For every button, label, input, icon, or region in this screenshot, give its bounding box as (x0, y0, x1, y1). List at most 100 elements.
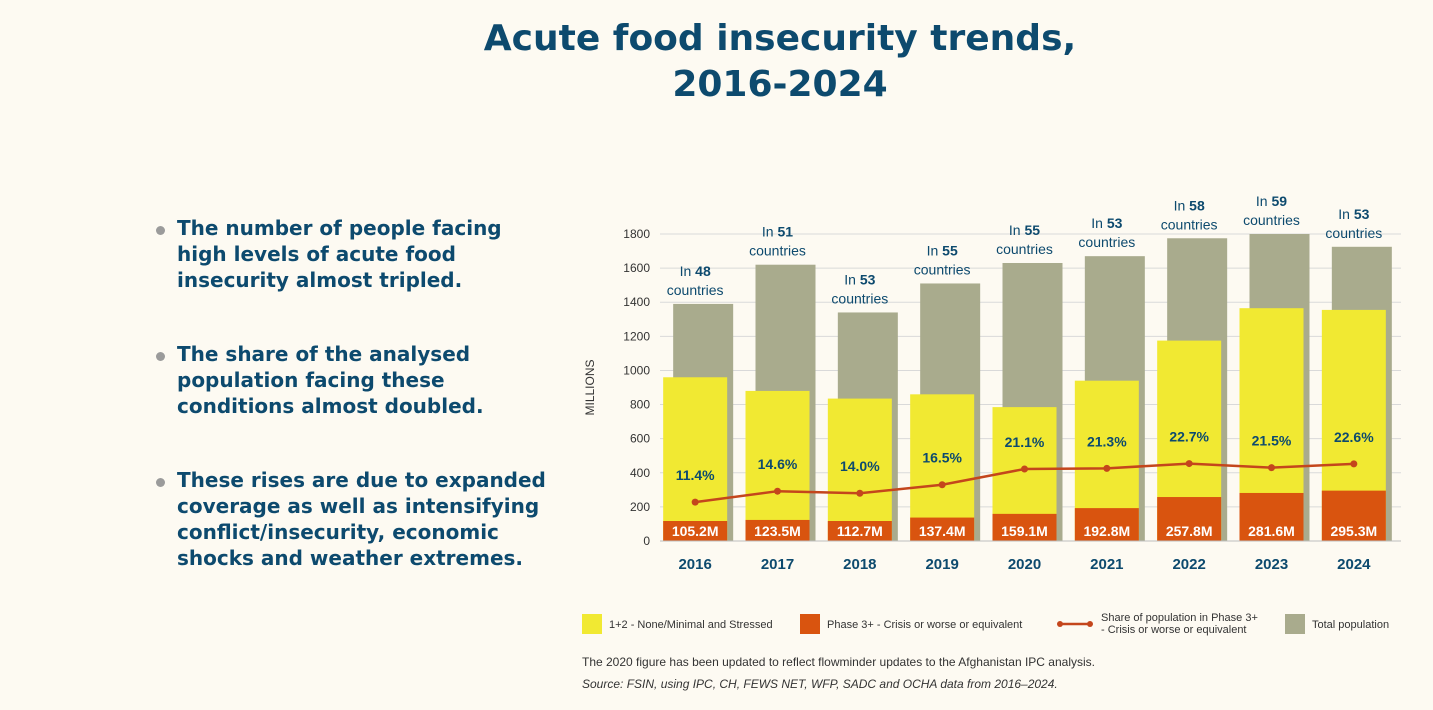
stressed-bar (745, 390, 810, 541)
y-tick-label: 1800 (623, 227, 650, 241)
bullet-dot-icon (156, 352, 165, 361)
phase3-bar (1321, 490, 1386, 541)
stressed-bar (663, 377, 728, 541)
countries-annotation-suffix: countries (831, 290, 888, 306)
share-point (1103, 464, 1111, 472)
countries-annotation-suffix: countries (996, 241, 1053, 257)
x-tick-label: 2024 (1337, 556, 1371, 573)
x-tick-label: 2020 (1008, 556, 1041, 573)
countries-annotation: In 51 (762, 224, 793, 240)
countries-annotation-suffix: countries (1078, 234, 1135, 250)
countries-annotation: In 53 (844, 271, 875, 287)
countries-annotation: In 59 (1256, 193, 1287, 209)
legend-label: Share of population in Phase 3+ - Crisis… (1101, 612, 1258, 636)
phase3-bar (745, 519, 810, 541)
y-tick-label: 800 (630, 398, 650, 412)
countries-annotation-suffix: countries (914, 261, 971, 277)
share-value-label: 11.4% (676, 467, 715, 483)
countries-annotation-suffix: countries (1161, 216, 1218, 232)
legend-share-line2: - Crisis or worse or equivalent (1101, 624, 1247, 636)
x-tick-label: 2022 (1172, 556, 1205, 573)
finding-item: The share of the analysed population fac… (150, 341, 550, 419)
x-tick-label: 2021 (1090, 556, 1123, 573)
x-tick-label: 2019 (925, 556, 958, 573)
legend-share-line1: Share of population in Phase 3+ (1101, 612, 1258, 624)
share-value-label: 22.6% (1334, 429, 1374, 445)
phase3-value-label: 159.1M (1001, 523, 1048, 539)
countries-annotation-suffix: countries (749, 243, 806, 259)
share-point (774, 487, 781, 495)
stressed-bar (910, 394, 975, 541)
share-point (1185, 460, 1193, 468)
countries-annotation: In 48 (680, 263, 711, 279)
bullet-dot-icon (156, 478, 165, 487)
phase3-value-label: 257.8M (1166, 523, 1213, 539)
countries-annotation: In 55 (1009, 222, 1040, 238)
countries-annotation: In 53 (1091, 215, 1122, 231)
phase3-value-label: 281.6M (1248, 523, 1295, 539)
finding-text: These rises are due to expanded coverage… (177, 468, 546, 570)
y-tick-label: 600 (630, 432, 650, 446)
phase3-bar (910, 517, 975, 541)
share-value-label: 21.3% (1087, 433, 1127, 449)
x-tick-label: 2017 (761, 556, 794, 573)
bullet-dot-icon (156, 226, 165, 235)
countries-annotation-suffix: countries (1325, 225, 1382, 241)
legend-label: Phase 3+ - Crisis or worse or equivalent (827, 619, 1023, 631)
key-findings-list: The number of people facing high levels … (150, 215, 550, 619)
phase3-bar (1074, 508, 1139, 541)
phase3-value-label: 123.5M (754, 523, 801, 539)
x-tick-label: 2018 (843, 556, 876, 573)
finding-item: The number of people facing high levels … (150, 215, 550, 293)
stressed-bar (827, 398, 892, 541)
footnote: The 2020 figure has been updated to refl… (582, 655, 1095, 669)
y-tick-label: 1200 (623, 329, 650, 343)
countries-annotation-suffix: countries (1243, 212, 1300, 228)
phase3-bar (1239, 492, 1304, 541)
phase3-swatch (800, 614, 820, 634)
phase3-value-label: 137.4M (919, 523, 966, 539)
food-insecurity-chart: 0 200 400 600 800 1000 1200 1400 1600 1800 MILLION… (583, 193, 1401, 573)
total-swatch (1285, 614, 1305, 634)
x-tick-label: 2016 (678, 556, 711, 573)
finding-text: The share of the analysed population fac… (177, 342, 484, 418)
share-value-label: 14.6% (758, 456, 798, 472)
phase3-bar (663, 521, 728, 541)
phase3-bar (992, 513, 1057, 541)
share-point (1350, 460, 1358, 468)
x-tick-label: 2023 (1255, 556, 1288, 573)
share-value-label: 21.5% (1252, 433, 1292, 449)
countries-annotation-suffix: countries (667, 282, 724, 298)
y-tick-label: 400 (630, 466, 650, 480)
y-tick-label: 1600 (623, 261, 650, 275)
y-tick-label: 0 (643, 534, 650, 548)
y-tick-label: 1000 (623, 363, 650, 377)
share-point (938, 481, 946, 489)
share-value-label: 22.7% (1169, 429, 1209, 445)
title-line-1: Acute food insecurity trends, (483, 18, 1077, 59)
share-point (1268, 464, 1275, 472)
title-line-2: 2016-2024 (672, 64, 888, 105)
phase3-value-label: 105.2M (672, 523, 719, 539)
phase3-bar (1157, 497, 1222, 541)
phase3-value-label: 295.3M (1330, 523, 1377, 539)
countries-annotation: In 55 (927, 242, 958, 258)
finding-item: These rises are due to expanded coverage… (150, 467, 550, 571)
page-title: Acute food insecurity trends, 2016-2024 (380, 16, 1180, 108)
share-line-swatch (1057, 621, 1093, 627)
phase3-value-label: 192.8M (1083, 523, 1130, 539)
share-point (691, 498, 699, 506)
y-tick-label: 1400 (623, 295, 650, 309)
share-value-label: 21.1% (1005, 434, 1045, 450)
finding-text: The number of people facing high levels … (177, 216, 502, 292)
y-axis-label: MILLIONS (583, 359, 597, 415)
phase3-bar (827, 521, 892, 541)
legend-label: Total population (1312, 619, 1390, 631)
share-point (856, 489, 864, 497)
share-point (1021, 465, 1028, 473)
share-value-label: 14.0% (840, 458, 880, 474)
stressed-swatch (582, 614, 602, 634)
phase3-value-label: 112.7M (837, 523, 883, 539)
countries-annotation: In 53 (1338, 206, 1369, 222)
source-note: Source: FSIN, using IPC, CH, FEWS NET, W… (582, 677, 1058, 691)
